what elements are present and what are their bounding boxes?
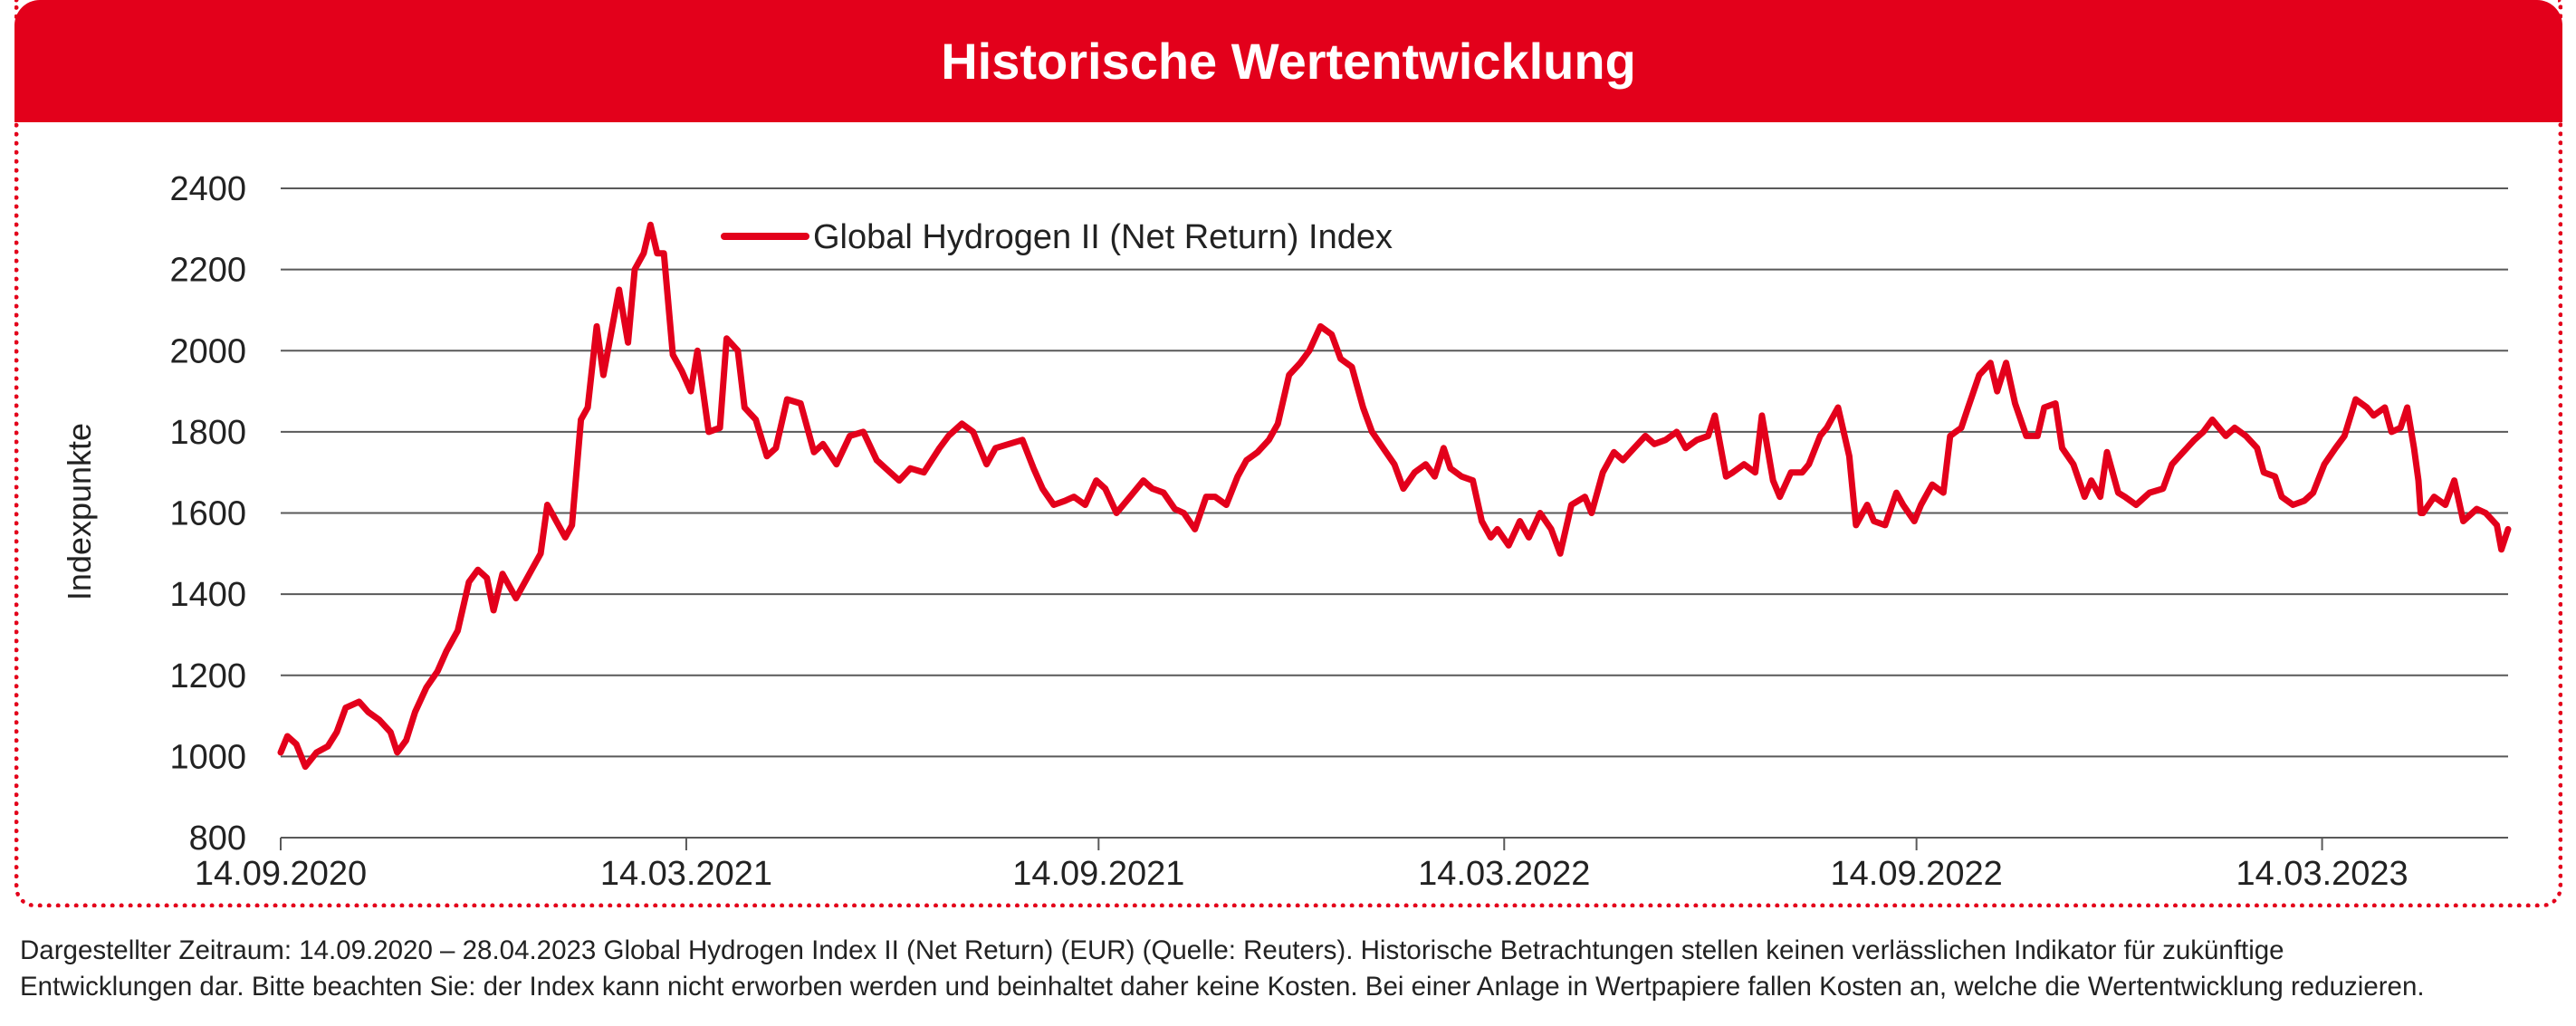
x-tick-label: 14.09.2020	[195, 855, 367, 893]
y-tick-label: 1600	[169, 495, 246, 533]
y-tick-label: 1000	[169, 738, 246, 776]
y-tick-label: 800	[189, 820, 246, 858]
chart-header: Historische Wertentwicklung	[14, 0, 2562, 122]
x-tick-label: 14.03.2022	[1418, 855, 1590, 893]
legend-label: Global Hydrogen II (Net Return) Index	[813, 218, 1393, 256]
chart-plot: 800 1000 1200 1400 1600 1800 2000 2200 2400 14.0…	[61, 170, 2512, 893]
y-axis-label: Indexpunkte	[61, 423, 98, 600]
y-tick-label: 2400	[169, 170, 246, 208]
y-tick-label: 1800	[169, 414, 246, 452]
y-tick-label: 1200	[169, 657, 246, 695]
series-line	[277, 221, 2512, 771]
chart-title: Historische Wertentwicklung	[941, 33, 1636, 90]
footnote-line-2: Entwicklungen dar. Bitte beachten Sie: d…	[20, 972, 2425, 1002]
y-tick-label: 1400	[169, 576, 246, 614]
y-tick-label: 2000	[169, 332, 246, 370]
x-tick-label: 14.03.2021	[600, 855, 772, 893]
footnote-line-1: Dargestellter Zeitraum: 14.09.2020 – 28.…	[20, 935, 2284, 965]
y-tick-label: 2200	[169, 252, 246, 290]
x-tick-label: 14.03.2023	[2236, 855, 2408, 893]
x-tick-label: 14.09.2021	[1012, 855, 1184, 893]
x-tick-label: 14.09.2022	[1831, 855, 2003, 893]
chart-frame	[14, 0, 2562, 907]
footnote: Dargestellter Zeitraum: 14.09.2020 – 28.…	[20, 933, 2555, 1005]
